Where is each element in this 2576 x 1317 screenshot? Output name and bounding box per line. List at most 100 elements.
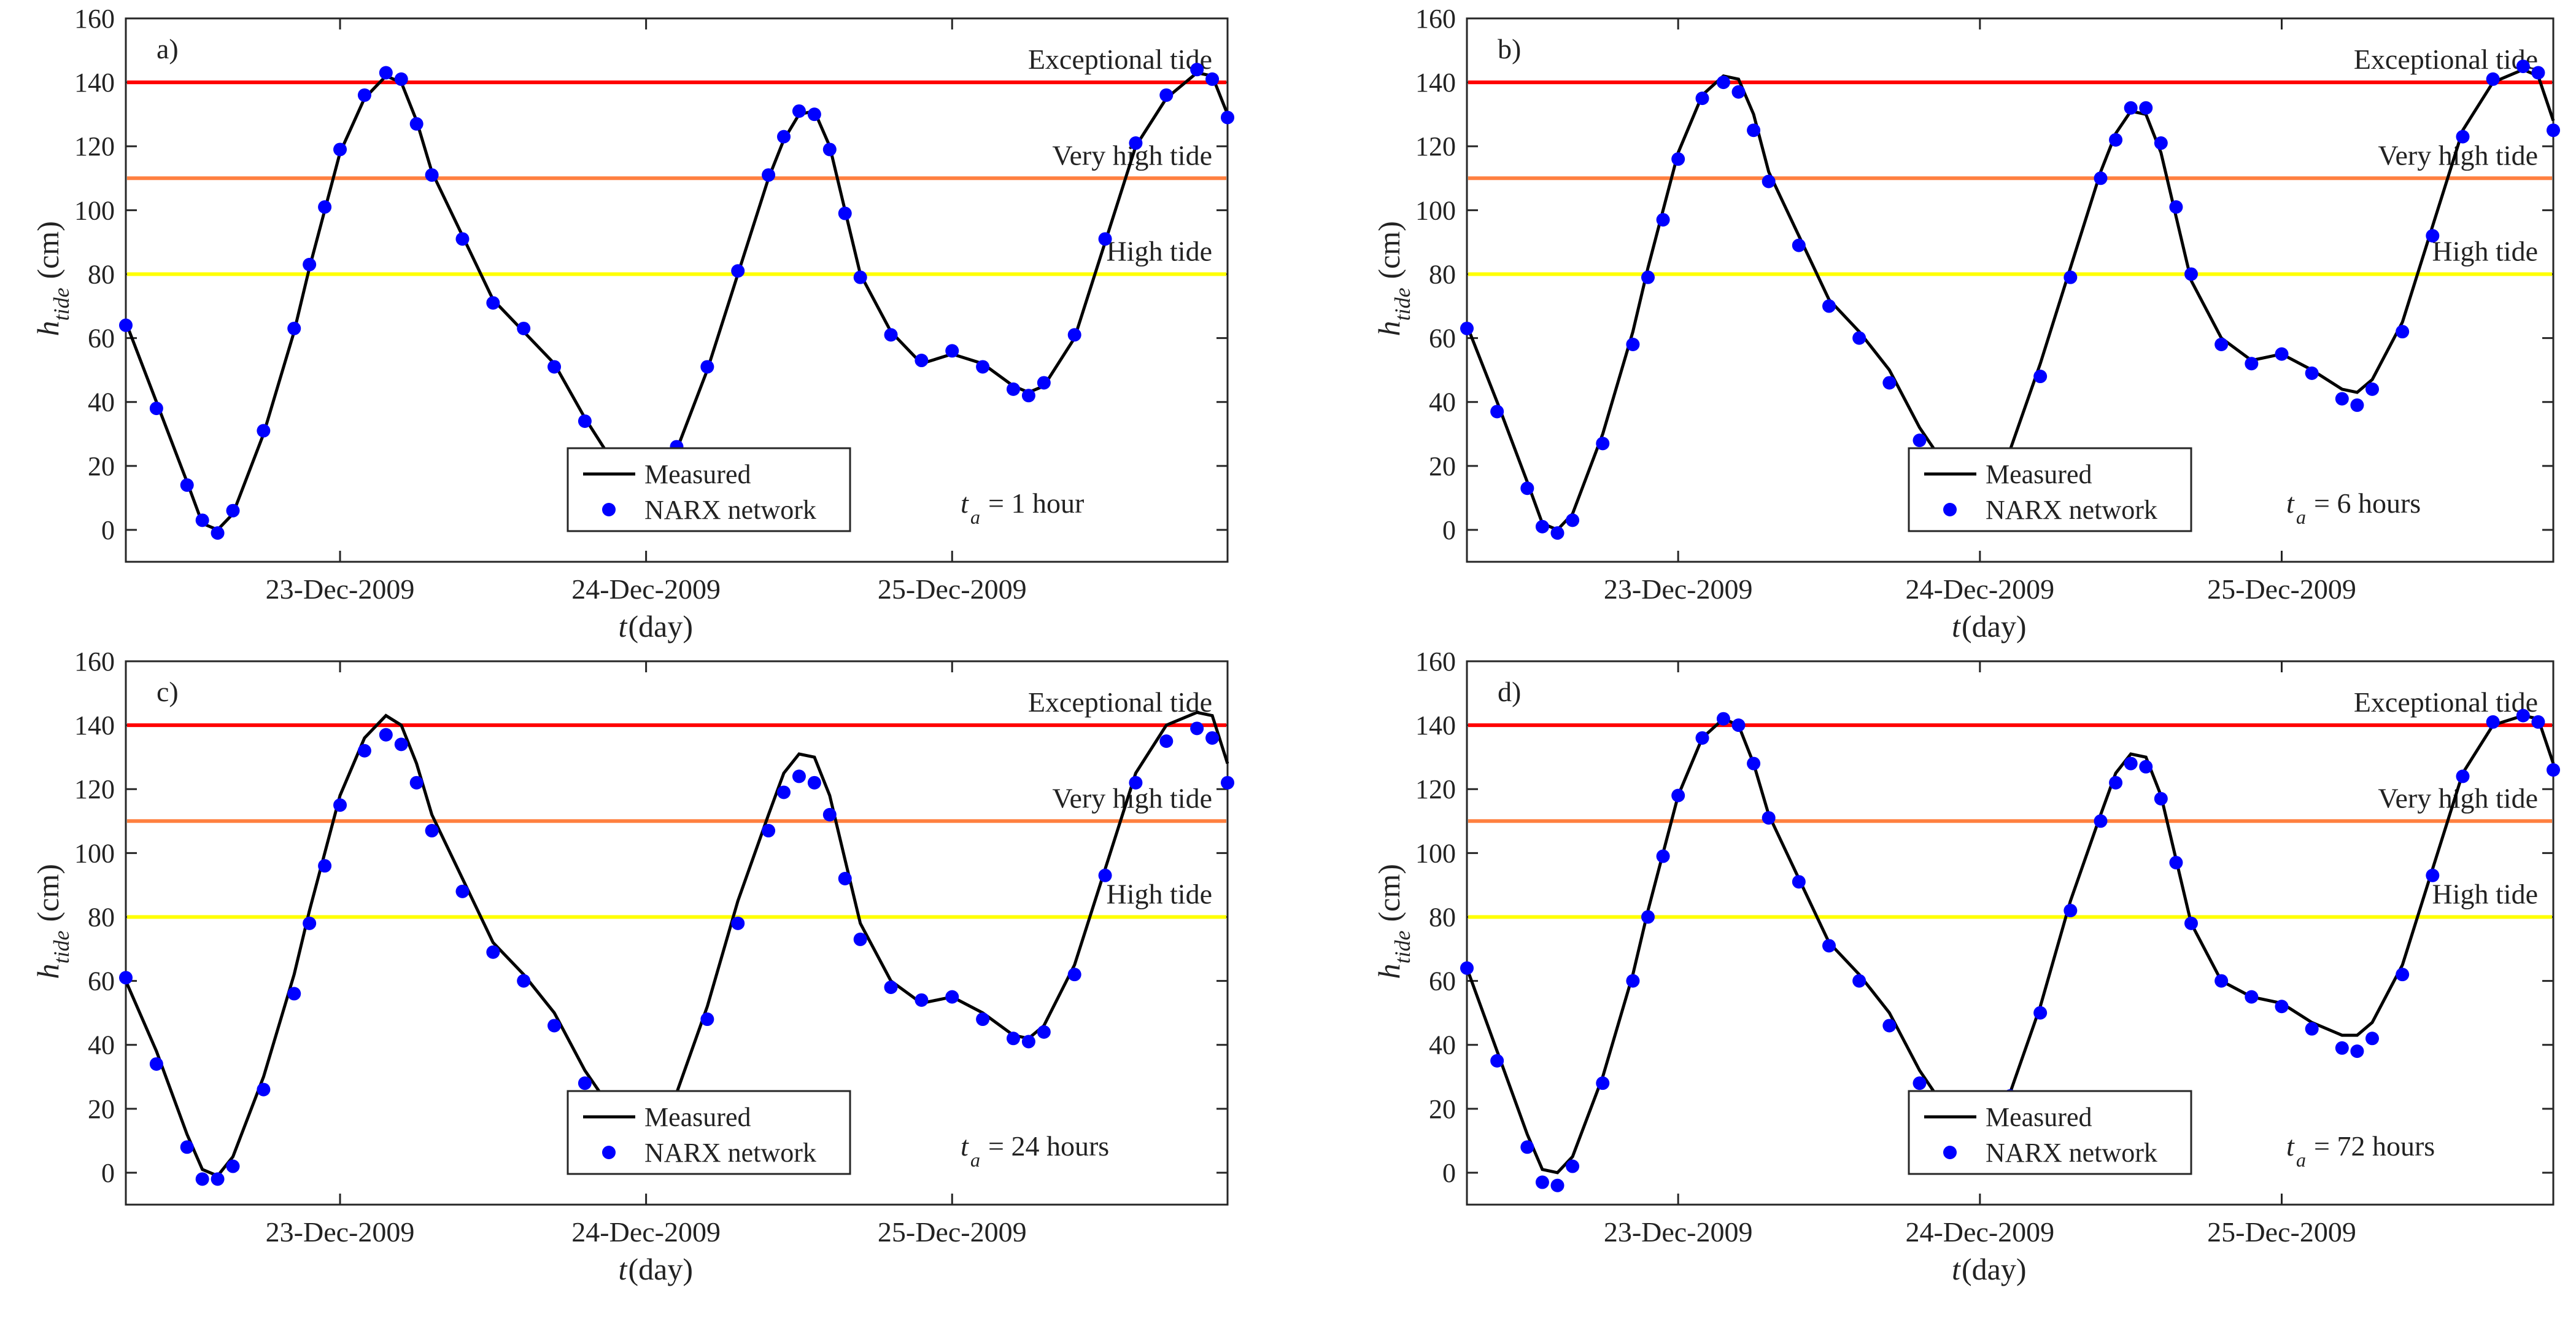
narx-point <box>1067 328 1081 342</box>
panel-a: 0 20 40 60 80 100 120 140 160 23-Dec-2009 24-Dec-2… <box>31 4 1234 643</box>
y-tick-label: 20 <box>1429 451 1456 481</box>
narx-point <box>792 104 806 118</box>
narx-point <box>1490 405 1504 419</box>
narx-point <box>1695 91 1709 106</box>
narx-point <box>394 737 408 752</box>
narx-point <box>211 526 225 540</box>
panel-c: 0 20 40 60 80 100 120 140 160 23-Dec-2009 24-Dec-2… <box>31 647 1234 1286</box>
narx-point <box>1159 88 1174 102</box>
ta-value: = 24 hours <box>988 1130 1109 1162</box>
narx-point <box>1159 734 1174 748</box>
panel-d: 0 20 40 60 80 100 120 140 160 23-Dec-2009 24-Dec-2… <box>1372 647 2560 1286</box>
narx-point <box>1520 481 1534 495</box>
narx-point <box>180 1140 194 1154</box>
panel-label: b) <box>1498 33 1521 64</box>
ta-subscript: a <box>2296 506 2306 528</box>
narx-point <box>1021 389 1035 403</box>
x-tick-label: 23-Dec-2009 <box>1604 1216 1753 1248</box>
legend-box <box>567 447 851 532</box>
narx-point <box>2350 1044 2364 1059</box>
ta-symbol: t <box>2286 488 2295 519</box>
y-tick-label: 140 <box>74 68 115 98</box>
narx-point <box>1098 868 1112 882</box>
narx-point <box>578 414 592 428</box>
narx-point <box>226 1159 240 1173</box>
y-tick-label: 120 <box>74 774 115 804</box>
ta-symbol: t <box>961 488 969 519</box>
narx-point <box>1129 775 1143 790</box>
narx-point <box>333 798 347 812</box>
narx-point <box>2169 200 2183 214</box>
ta-subscript: a <box>970 1149 980 1171</box>
narx-point <box>2396 968 2410 982</box>
x-axis-label-unit: (day) <box>1962 609 2027 643</box>
narx-point <box>976 1012 990 1027</box>
narx-point <box>1460 321 1474 335</box>
y-tick-label: 0 <box>101 1158 115 1188</box>
y-axis-label-unit: (cm) <box>31 221 65 279</box>
narx-point <box>486 945 500 959</box>
narx-point <box>226 503 240 518</box>
x-tick-label: 24-Dec-2009 <box>571 1216 721 1248</box>
legend-box <box>567 1090 851 1175</box>
y-axis-label-symbol: h <box>1372 321 1406 336</box>
y-tick-label: 60 <box>1429 324 1456 354</box>
narx-point <box>517 321 531 335</box>
y-tick-label: 120 <box>1415 131 1456 161</box>
narx-point <box>303 257 317 271</box>
legend-narx-swatch <box>602 503 616 516</box>
threshold-label-high: High tide <box>1107 878 1212 909</box>
x-tick-label: 24-Dec-2009 <box>1905 573 2054 605</box>
ta-subscript: a <box>970 506 980 528</box>
legend-narx-swatch <box>1943 1146 1957 1159</box>
narx-point <box>149 1057 163 1071</box>
narx-point <box>425 823 439 837</box>
x-tick-label: 25-Dec-2009 <box>2207 573 2356 605</box>
narx-point <box>884 328 898 342</box>
narx-point <box>976 360 990 374</box>
y-tick-label: 80 <box>1429 259 1456 289</box>
narx-point <box>2396 325 2410 339</box>
narx-point <box>1037 1025 1051 1039</box>
narx-point <box>287 321 301 335</box>
y-axis-label-subscript: tide <box>1390 930 1415 963</box>
narx-point <box>149 402 163 416</box>
legend-narx-swatch <box>602 1146 616 1159</box>
narx-point <box>792 769 806 783</box>
narx-point <box>1852 331 1866 345</box>
legend-measured-label: Measured <box>1986 1102 2092 1132</box>
narx-point <box>1671 152 1685 166</box>
narx-point <box>2033 370 2048 384</box>
narx-point <box>807 107 821 122</box>
narx-point <box>2516 60 2530 74</box>
narx-point <box>1520 1140 1534 1154</box>
narx-point <box>2335 392 2349 406</box>
y-tick-label: 80 <box>88 259 115 289</box>
y-tick-label: 60 <box>1429 966 1456 996</box>
y-axis-label-unit: (cm) <box>1372 864 1406 922</box>
narx-point <box>1129 136 1143 150</box>
narx-point <box>1626 338 1640 351</box>
narx-point <box>318 200 332 214</box>
narx-point <box>195 513 209 527</box>
narx-point <box>578 1076 592 1090</box>
legend-measured-label: Measured <box>644 1102 751 1132</box>
narx-point <box>945 344 959 358</box>
narx-point <box>1490 1054 1504 1068</box>
narx-point <box>1822 939 1836 953</box>
narx-point <box>547 1019 562 1033</box>
narx-point <box>1535 1175 1549 1189</box>
narx-point <box>119 318 133 332</box>
narx-point <box>1596 437 1610 451</box>
y-axis-label-unit: (cm) <box>1372 221 1406 279</box>
legend-narx-label: NARX network <box>1986 1138 2157 1168</box>
narx-point <box>2365 1031 2379 1046</box>
narx-point <box>731 264 745 278</box>
narx-point <box>257 424 271 438</box>
narx-point <box>547 360 562 374</box>
x-axis-label-symbol: t <box>619 1252 628 1286</box>
y-tick-label: 120 <box>74 131 115 161</box>
x-tick-label: 25-Dec-2009 <box>2207 1216 2356 1248</box>
y-tick-label: 40 <box>1429 387 1456 418</box>
